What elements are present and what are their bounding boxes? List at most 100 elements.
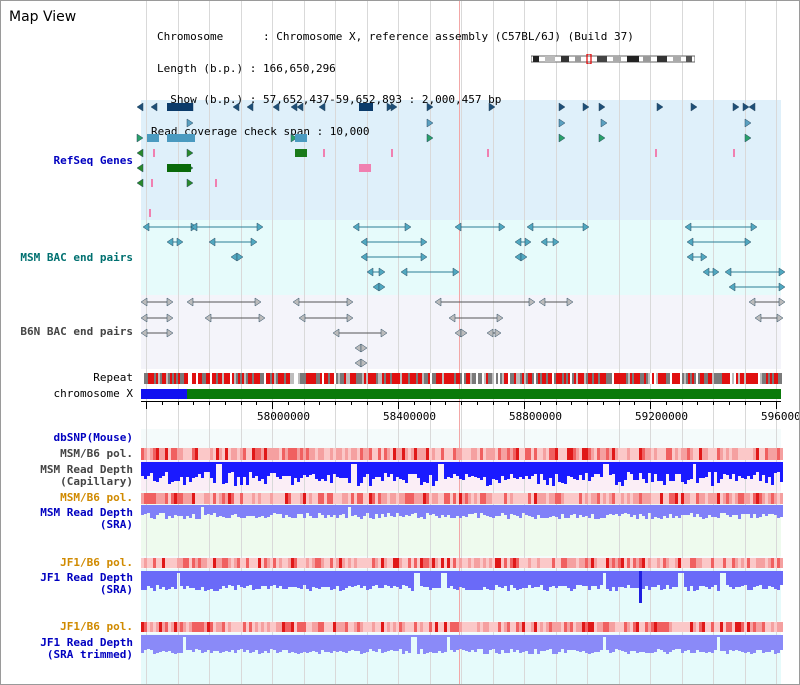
jf1-depth-bar: [243, 571, 246, 588]
repeat-mark: [698, 373, 700, 384]
jf1-depth-bar: [693, 571, 696, 591]
jf1-pol2-heat-cell: [396, 622, 399, 632]
repeat-mark: [502, 373, 504, 384]
msm-depth-sra-bar: [258, 505, 261, 517]
jf1-pol-heat-cell: [672, 558, 675, 568]
msm-pol-heat-cell: [486, 448, 489, 460]
msm-pol-heat-cell: [291, 448, 294, 460]
jf1-depth-bar: [300, 571, 303, 589]
jf1-pol-heat-cell: [618, 558, 621, 568]
jf1-pol2-heat-cell: [435, 622, 438, 632]
jf1-pol-heat-cell: [666, 558, 669, 568]
jf1-pol-heat-cell: [444, 558, 447, 568]
jf1-pol2-heat-cell: [507, 622, 510, 632]
grid-line: [430, 1, 431, 684]
jf1-pol2-heat-cell: [426, 622, 429, 632]
repeat-mark: [570, 373, 572, 384]
jf1-pol2-heat-cell: [324, 622, 327, 632]
msm-depth-cap-bar: [339, 462, 342, 478]
jf1-trim-bar: [276, 635, 279, 653]
repeat-mark: [780, 373, 782, 384]
msm-pol2-heat-cell: [318, 493, 321, 504]
repeat-mark: [516, 373, 518, 384]
msm-pol2-heat-cell: [480, 493, 483, 504]
jf1-pol2-heat-cell: [477, 622, 480, 632]
msm-depth-sra-bar: [255, 505, 258, 518]
jf1-trim-bar: [270, 635, 273, 649]
msm-bac-pair-end: [526, 222, 534, 232]
msm-depth-sra-bar: [570, 505, 573, 515]
jf1-depth-bar: [573, 571, 576, 589]
track-label-refseq[interactable]: RefSeq Genes: [53, 154, 133, 167]
msm-pol2-heat-cell: [756, 493, 759, 504]
repeat-mark: [560, 373, 562, 384]
msm-pol-heat-cell: [213, 448, 216, 460]
jf1-pol2-heat-cell: [522, 622, 525, 632]
b6n-bac-pair-end: [140, 328, 148, 338]
msm-pol-heat-cell: [309, 448, 312, 460]
jf1-depth-bar: [567, 571, 570, 588]
jf1-pol-heat-cell: [309, 558, 312, 568]
msm-depth-sra-bar: [333, 505, 336, 515]
msm-depth-cap-bar: [441, 462, 444, 464]
msm-depth-sra-bar: [459, 505, 462, 518]
repeat-mark: [644, 373, 646, 384]
repeat-mark: [410, 373, 412, 384]
msm-depth-sra-bar: [672, 505, 675, 518]
repeat-mark: [540, 373, 542, 384]
msm-pol2-heat-cell: [486, 493, 489, 504]
jf1-depth-bar: [303, 571, 306, 585]
msm-depth-sra-bar: [489, 505, 492, 517]
axis-tick: [493, 401, 494, 405]
jf1-depth-bar: [495, 571, 498, 585]
jf1-pol-heat-cell: [348, 558, 351, 568]
msm-depth-cap-bar: [456, 462, 459, 476]
msm-depth-cap-bar: [348, 462, 351, 483]
msm-pol-heat-cell: [183, 448, 186, 460]
jf1-pol2-heat-cell: [150, 622, 153, 632]
axis-tick: [304, 401, 305, 405]
b6n-bac-pair-end: [204, 313, 212, 323]
jf1-trim-bar: [513, 635, 516, 652]
repeat-mark: [190, 373, 192, 384]
repeat-mark: [318, 373, 320, 384]
msm-depth-cap-bar: [228, 462, 231, 473]
repeat-mark: [400, 373, 402, 384]
msm-depth-sra-bar: [231, 505, 234, 515]
track-label-dbsnp[interactable]: dbSNP(Mouse): [53, 431, 133, 444]
jf1-depth-bar: [555, 571, 558, 588]
track-label-msm-bac[interactable]: MSM BAC end pairs: [20, 251, 133, 264]
jf1-depth-bar: [405, 571, 408, 586]
axis-tick: [335, 401, 336, 405]
jf1-depth-bar: [315, 571, 318, 588]
jf1-pol-heat-cell: [276, 558, 279, 568]
repeat-mark: [530, 373, 532, 384]
jf1-depth-bar: [369, 571, 372, 589]
jf1-pol2-heat-cell: [630, 622, 633, 632]
jf1-pol-heat-cell: [420, 558, 423, 568]
repeat-mark: [470, 373, 472, 384]
jf1-pol-heat-cell: [240, 558, 243, 568]
msm-depth-cap-bar: [777, 462, 780, 472]
msm-pol2-heat-cell: [159, 493, 162, 504]
repeat-mark: [416, 373, 418, 384]
repeat-mark: [378, 373, 380, 384]
jf1-pol-heat-cell: [687, 558, 690, 568]
msm-pol-heat-cell: [660, 448, 663, 460]
track-label-b6n-bac[interactable]: B6N BAC end pairs: [20, 325, 133, 338]
jf1-pol2-heat-cell: [189, 622, 192, 632]
jf1-pol-heat-cell: [174, 558, 177, 568]
repeat-mark: [778, 373, 780, 384]
msm-depth-sra-bar: [471, 505, 474, 514]
msm-pol-heat-cell: [582, 448, 585, 460]
msm-depth-sra-bar: [312, 505, 315, 518]
chromosome-ideogram[interactable]: [531, 54, 695, 64]
jf1-pol2-heat-cell: [234, 622, 237, 632]
msm-pol2-heat-cell: [207, 493, 210, 504]
msm-depth-cap-bar: [576, 462, 579, 480]
axis-tick: [288, 401, 289, 405]
msm-depth-sra-bar: [300, 505, 303, 514]
msm-depth-cap-bar: [249, 462, 252, 472]
msm-depth-cap-bar: [474, 462, 477, 477]
